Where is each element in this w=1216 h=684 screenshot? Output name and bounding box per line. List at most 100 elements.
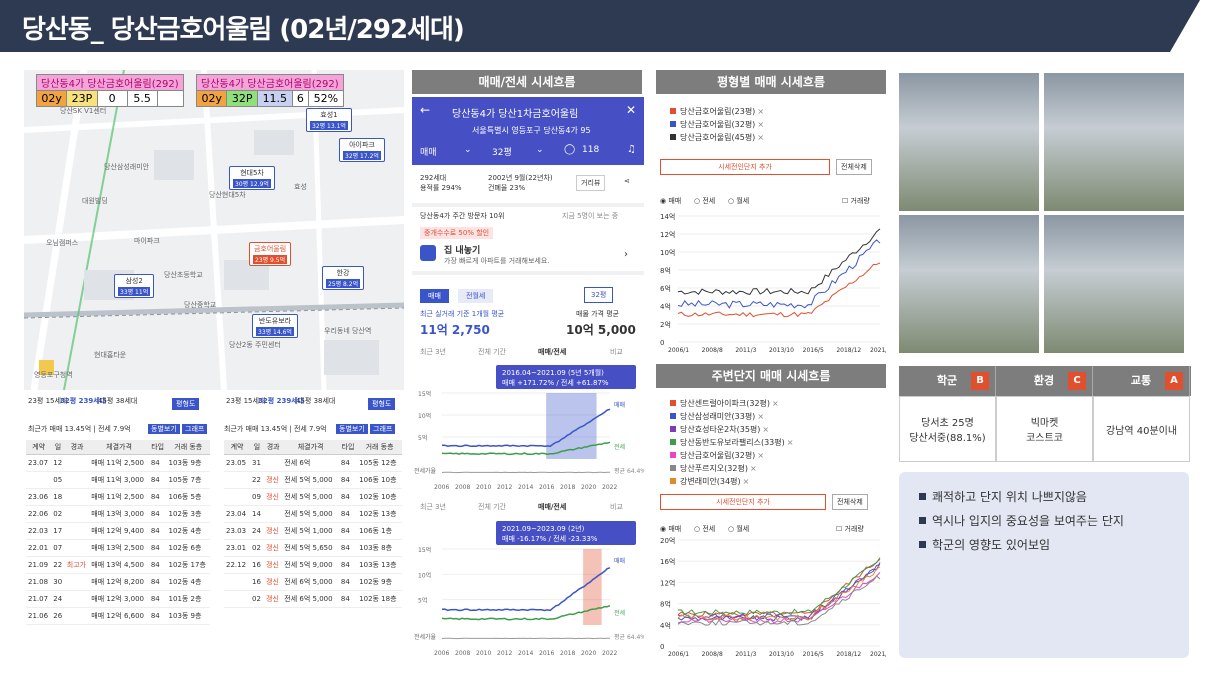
close-icon[interactable]: × [742,477,750,486]
size-tab[interactable]: 45평 38세대 [296,397,336,405]
add-complex-button[interactable]: 시세전인단지 추가 [660,494,826,510]
close-icon[interactable]: × [762,425,770,434]
close-icon[interactable]: ✕ [625,103,636,117]
volume-checkbox[interactable]: ☐ 거래량 [836,525,864,533]
legend-item[interactable]: 당산동반도유보라팰리스(33평) × [670,437,793,450]
table-cell: 102동 9층 [357,573,402,591]
table-cell: 22.12 [224,556,251,574]
legend-item[interactable]: 당산삼성래미안(33평) × [670,411,793,424]
legend-item[interactable]: 당산금호어울림(45평) × [670,132,764,145]
promo-badge: 중개수수료 50% 할인 [420,227,494,239]
close-icon[interactable]: × [772,399,779,408]
tab-sale[interactable]: 매매 [420,289,449,303]
floorplan-button[interactable]: 평형도 [172,398,200,410]
map-pin[interactable]: 현대5차 30평 12.9억 [229,166,275,190]
map-pin[interactable]: 효성1 32평 13.1억 [306,108,352,132]
legend-label: 당산푸르지오(32평) [680,464,748,473]
table-cell: 갱신 [264,522,283,540]
y-tick-label: 10억 [418,571,431,579]
tab-3y[interactable]: 최근 3년 [420,348,446,356]
map-pin[interactable]: 반도유보라 33평 14.6억 [252,314,298,338]
deal-select[interactable]: 매매 [420,148,437,158]
tab-sale-rent[interactable]: 매매/전세 [538,348,567,356]
legend-item[interactable]: 당산효성타운2차(35평) × [670,424,793,437]
by-building-button[interactable]: 동별보기 [336,424,368,434]
floorplan-button[interactable]: 평형도 [368,398,396,410]
table-cell: 103동 13층 [357,556,402,574]
map-pin[interactable]: 삼성2 33평 11억 [114,274,155,298]
series-line [677,575,881,626]
by-building-button[interactable]: 동별보기 [148,424,180,434]
chevron-right-icon[interactable]: › [624,249,628,260]
map-pin[interactable]: 한강 25평 8.2억 [322,266,365,290]
size-select[interactable]: 32평 [492,148,512,158]
comment-icon[interactable]: ◯ [564,144,576,155]
graph-button[interactable]: 그래프 [182,424,208,434]
add-complex-button[interactable]: 시세전인단지 추가 [660,159,830,175]
delete-all-button[interactable]: 전체삭제 [836,159,872,175]
x-tick-label: 2014 [518,484,533,491]
size-tab[interactable]: 32평 239세대 [60,397,107,405]
table-cell: 05 [51,471,65,489]
tab-3y[interactable]: 최근 3년 [420,503,446,511]
close-icon[interactable]: × [757,412,765,421]
legend-item[interactable]: 당산푸르지오(32평) × [670,463,793,476]
tab-rent[interactable]: 전월세 [458,289,494,303]
back-icon[interactable]: ← [420,103,431,117]
bell-icon[interactable]: ♫ [627,144,636,155]
x-tick-label: 2016/5 [803,651,824,658]
volume-checkbox[interactable]: ☐ 거래량 [842,197,870,205]
size-dropdown[interactable]: 32평 [584,287,614,303]
x-tick-label: 2006/1 [668,651,689,658]
nearby-chart: 20억 16억 12억 8억 4억 0 2006/1 2008/8 2011/3 2013/10 2… [660,537,886,658]
streetview-button[interactable]: 거리뷰 [576,175,606,191]
map-panel[interactable]: 당산동4가 당산금호어울림(292) 02y 23P 0 5.5 당산동4가 당… [24,70,404,390]
table-cell: 105동 7층 [166,471,210,489]
close-icon[interactable]: × [757,451,765,460]
share-icon[interactable]: ⋖ [624,177,630,185]
table-cell: 전세 6억 5,000 [282,590,339,608]
legend-item[interactable]: 당산금호어울림(32평) × [670,450,793,463]
table-cell: 84 [148,573,167,591]
size-tab[interactable]: 23평 15세대 [28,397,68,405]
tab-compare[interactable]: 비교 [610,348,623,356]
ask-label: 매물 가격 평균 [576,310,620,318]
table-cell: 102동 17층 [166,556,210,574]
map-pin[interactable]: 금호어울림 23평 9.5억 [249,242,292,266]
tooltip-line: 매매 +171.72% / 전세 +61.87% [502,378,609,387]
size-tab[interactable]: 32평 239세대 [258,397,305,405]
close-icon[interactable]: × [757,120,765,129]
tab-all[interactable]: 전체 기간 [478,348,506,356]
ratio-label: 전세가율 [414,467,437,475]
sell-title[interactable]: 집 내놓기 [444,246,481,256]
radio-sale[interactable]: ◉ 매매 [660,525,682,533]
close-icon[interactable]: × [749,464,757,473]
radio-sale[interactable]: ◉ 매매 [660,197,682,205]
radio-monthly[interactable]: ○ 월세 [728,525,750,533]
legend-label: 당산금호어울림(32평) [680,451,756,460]
legend-item[interactable]: 강변래미안(34평) × [670,476,793,489]
visitor-rank: 당산동4가 주간 방문자 10위 [420,212,505,220]
table-row: 21.09 22 최고가 매매 13억 4,500 84 102동 17층 [26,556,210,574]
close-icon[interactable]: × [786,438,794,447]
legend-item[interactable]: 당산금호어울림(23평) × [670,106,764,119]
legend-item[interactable]: 당산금호어울림(32평) × [670,119,764,132]
table-cell: 16 [250,573,265,591]
tab-sale-rent[interactable]: 매매/전세 [538,503,567,511]
size-tab[interactable]: 23평 15세대 [226,397,266,405]
tab-compare[interactable]: 비교 [610,503,623,511]
radio-rent[interactable]: ○ 전세 [694,525,716,533]
tab-all[interactable]: 전체 기간 [478,503,506,511]
table-cell: 갱신 [264,539,283,557]
table-cell: 07 [51,539,65,557]
graph-button[interactable]: 그래프 [370,424,396,434]
close-icon[interactable]: × [757,107,765,116]
radio-rent[interactable]: ○ 전세 [694,197,716,205]
delete-all-button[interactable]: 전체삭제 [832,494,868,510]
legend-item[interactable]: 당산센트럴아이파크(32평) × [670,398,793,411]
map-label: 대원빌딩 [82,197,108,205]
radio-monthly[interactable]: ○ 월세 [728,197,750,205]
size-tab[interactable]: 45평 38세대 [98,397,138,405]
close-icon[interactable]: × [757,133,765,142]
map-pin[interactable]: 아이파크 32평 17.2억 [339,138,385,162]
